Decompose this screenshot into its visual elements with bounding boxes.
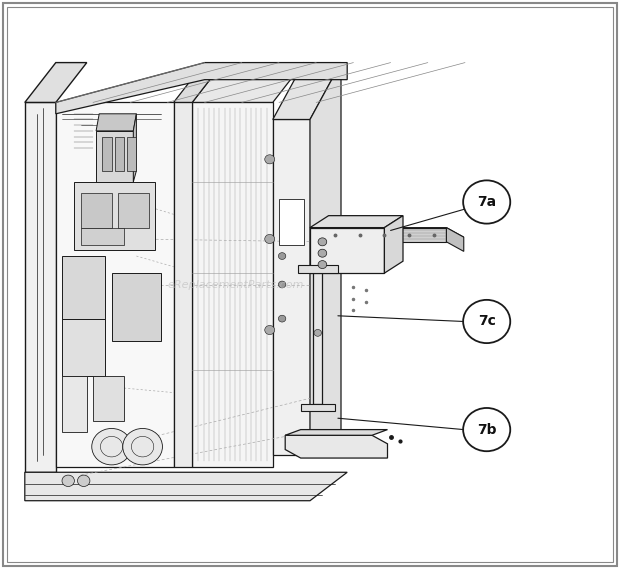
Polygon shape [301, 404, 335, 411]
Polygon shape [112, 273, 161, 341]
Polygon shape [384, 216, 403, 273]
Polygon shape [56, 102, 174, 467]
Polygon shape [192, 63, 304, 102]
Circle shape [318, 249, 327, 257]
Polygon shape [133, 114, 136, 182]
Circle shape [278, 315, 286, 322]
Polygon shape [62, 256, 105, 319]
Circle shape [265, 155, 275, 164]
Polygon shape [310, 228, 384, 273]
Circle shape [123, 428, 162, 465]
Circle shape [265, 234, 275, 244]
Polygon shape [174, 102, 192, 467]
Polygon shape [96, 131, 133, 182]
Circle shape [318, 238, 327, 246]
Text: 7a: 7a [477, 195, 496, 209]
Text: 7c: 7c [478, 315, 495, 328]
Polygon shape [285, 435, 388, 458]
Polygon shape [74, 182, 155, 250]
Polygon shape [81, 193, 112, 228]
Polygon shape [25, 472, 347, 501]
Circle shape [278, 253, 286, 259]
Polygon shape [310, 228, 464, 237]
Polygon shape [446, 228, 464, 251]
Polygon shape [298, 265, 338, 273]
Circle shape [265, 325, 275, 335]
Polygon shape [81, 228, 124, 245]
Polygon shape [192, 102, 273, 467]
Polygon shape [118, 193, 149, 228]
Polygon shape [127, 137, 136, 171]
Polygon shape [56, 63, 347, 114]
Polygon shape [310, 228, 446, 242]
Circle shape [92, 428, 131, 465]
Polygon shape [102, 137, 112, 171]
Circle shape [463, 408, 510, 451]
Polygon shape [310, 63, 341, 455]
Polygon shape [273, 63, 341, 119]
Text: eReplacementParts.com: eReplacementParts.com [167, 279, 304, 290]
Circle shape [463, 300, 510, 343]
Polygon shape [115, 137, 124, 171]
Polygon shape [279, 199, 304, 245]
Circle shape [62, 475, 74, 486]
Polygon shape [285, 430, 388, 435]
Polygon shape [25, 63, 87, 102]
Polygon shape [174, 63, 223, 102]
Polygon shape [25, 102, 56, 472]
Polygon shape [62, 376, 87, 432]
Text: 7b: 7b [477, 423, 497, 436]
Circle shape [78, 475, 90, 486]
Circle shape [463, 180, 510, 224]
Polygon shape [62, 319, 105, 376]
Polygon shape [93, 376, 124, 421]
Circle shape [318, 261, 327, 269]
Polygon shape [310, 216, 403, 228]
Circle shape [278, 281, 286, 288]
Polygon shape [96, 114, 136, 131]
Polygon shape [273, 119, 310, 455]
Circle shape [314, 329, 322, 336]
Polygon shape [313, 273, 322, 404]
